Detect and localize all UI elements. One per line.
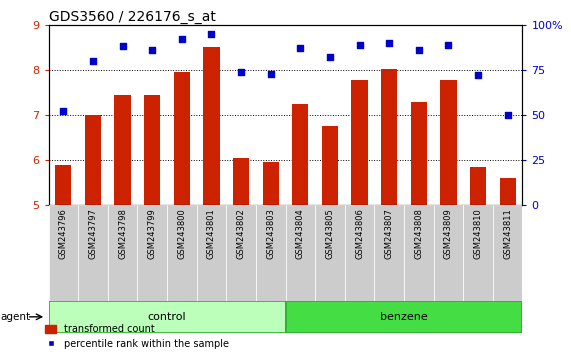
Bar bbox=[404, 205, 433, 301]
Bar bbox=[470, 167, 486, 205]
Bar bbox=[433, 205, 463, 301]
Point bbox=[118, 44, 127, 49]
Bar bbox=[114, 95, 131, 205]
Bar bbox=[440, 80, 457, 205]
Text: GSM243800: GSM243800 bbox=[178, 208, 186, 259]
Bar bbox=[463, 205, 493, 301]
Bar bbox=[203, 47, 220, 205]
Text: GSM243801: GSM243801 bbox=[207, 208, 216, 259]
Bar bbox=[351, 80, 368, 205]
Text: GSM243796: GSM243796 bbox=[59, 208, 68, 259]
Bar bbox=[286, 205, 315, 301]
Legend: transformed count, percentile rank within the sample: transformed count, percentile rank withi… bbox=[45, 324, 230, 349]
Bar bbox=[108, 205, 138, 301]
Point bbox=[473, 73, 482, 78]
Bar bbox=[233, 158, 249, 205]
Bar bbox=[256, 205, 286, 301]
Text: control: control bbox=[148, 312, 186, 322]
Bar bbox=[138, 205, 167, 301]
Point bbox=[207, 31, 216, 37]
Point bbox=[325, 55, 335, 60]
Text: GSM243806: GSM243806 bbox=[355, 208, 364, 259]
Bar bbox=[196, 205, 226, 301]
Text: GSM243798: GSM243798 bbox=[118, 208, 127, 259]
Point bbox=[89, 58, 98, 64]
Bar bbox=[226, 205, 256, 301]
Bar bbox=[315, 205, 345, 301]
Text: GSM243810: GSM243810 bbox=[473, 208, 482, 259]
Bar bbox=[167, 205, 196, 301]
Text: GSM243802: GSM243802 bbox=[236, 208, 246, 259]
Text: benzene: benzene bbox=[380, 312, 428, 322]
Bar bbox=[411, 102, 427, 205]
Bar bbox=[286, 301, 522, 333]
Bar bbox=[49, 205, 78, 301]
Text: GSM243797: GSM243797 bbox=[89, 208, 98, 259]
Bar bbox=[174, 72, 190, 205]
Point bbox=[236, 69, 246, 75]
Text: GSM243803: GSM243803 bbox=[266, 208, 275, 259]
Bar bbox=[500, 178, 516, 205]
Text: GSM243808: GSM243808 bbox=[415, 208, 423, 259]
Point bbox=[355, 42, 364, 47]
Point bbox=[414, 47, 423, 53]
Point bbox=[296, 45, 305, 51]
Point bbox=[59, 109, 68, 114]
Bar bbox=[493, 205, 522, 301]
Text: GSM243809: GSM243809 bbox=[444, 208, 453, 259]
Text: GSM243799: GSM243799 bbox=[148, 208, 156, 259]
Point bbox=[148, 47, 157, 53]
Point bbox=[266, 71, 275, 76]
Text: agent: agent bbox=[1, 312, 31, 322]
Bar bbox=[55, 165, 71, 205]
Text: GSM243804: GSM243804 bbox=[296, 208, 305, 259]
Bar bbox=[292, 104, 308, 205]
Bar bbox=[381, 69, 397, 205]
Text: GSM243807: GSM243807 bbox=[385, 208, 393, 259]
Bar bbox=[375, 205, 404, 301]
Bar bbox=[78, 205, 108, 301]
Bar bbox=[85, 115, 101, 205]
Bar bbox=[263, 162, 279, 205]
Bar bbox=[144, 95, 160, 205]
Point bbox=[444, 42, 453, 47]
Bar bbox=[49, 301, 286, 333]
Text: GSM243805: GSM243805 bbox=[325, 208, 335, 259]
Text: GSM243811: GSM243811 bbox=[503, 208, 512, 259]
Text: GDS3560 / 226176_s_at: GDS3560 / 226176_s_at bbox=[49, 10, 215, 24]
Point bbox=[385, 40, 394, 46]
Bar bbox=[345, 205, 375, 301]
Bar bbox=[322, 126, 338, 205]
Point bbox=[503, 112, 512, 118]
Point bbox=[177, 36, 186, 42]
